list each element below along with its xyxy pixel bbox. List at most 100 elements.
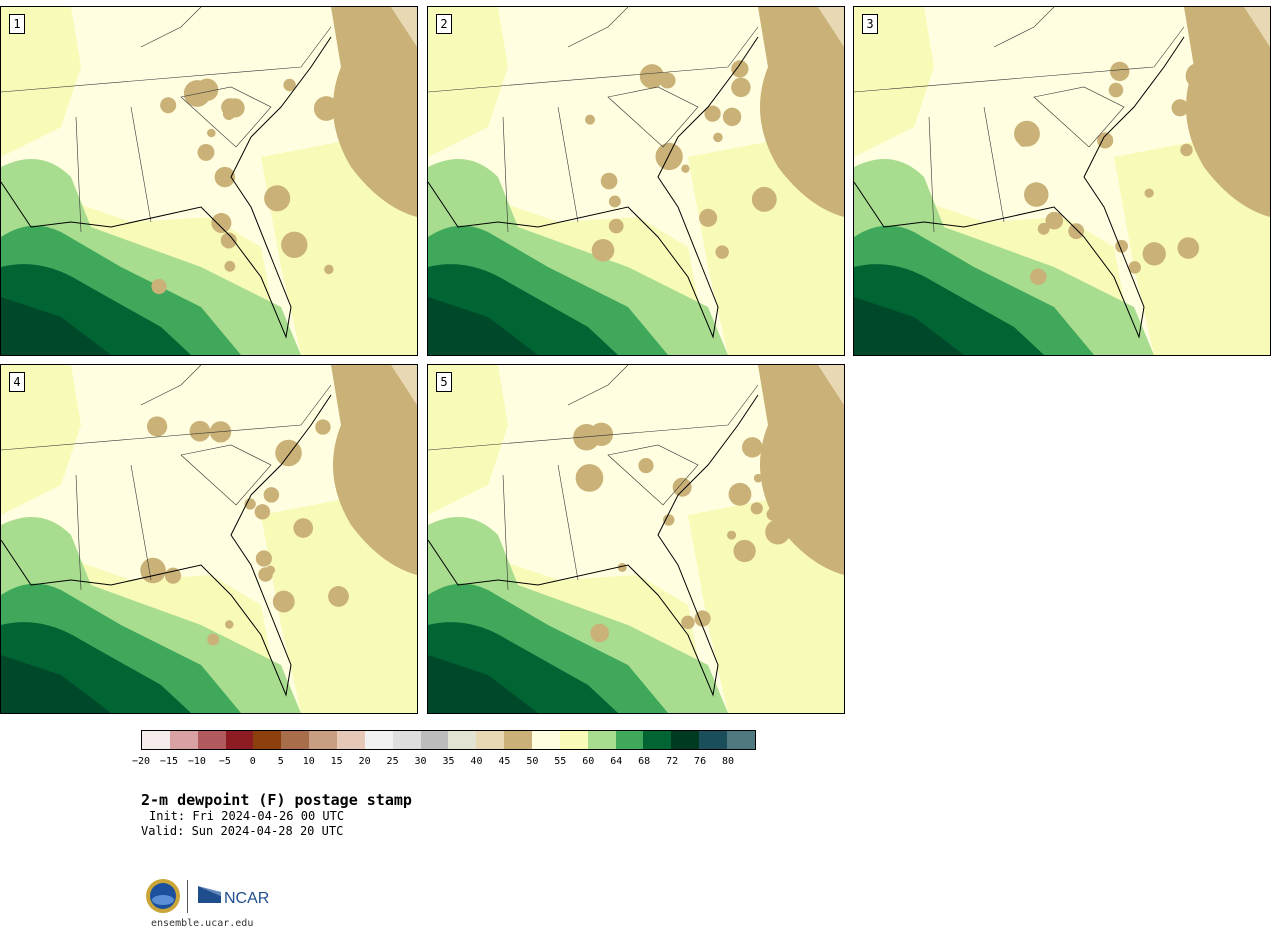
dry-patch xyxy=(255,550,272,567)
dry-patch xyxy=(283,78,296,92)
atlantic-dry-region xyxy=(1184,7,1270,217)
dry-patch xyxy=(281,231,308,259)
colorbar-tick-label: 0 xyxy=(249,756,256,767)
colorbar-segment xyxy=(671,731,700,749)
colorbar xyxy=(141,730,756,750)
colorbar-segment xyxy=(559,731,588,749)
dry-patch xyxy=(258,567,273,582)
dry-patch xyxy=(189,420,211,442)
gulf-deep-region xyxy=(428,297,538,355)
dry-patch xyxy=(1142,242,1166,266)
dry-patch xyxy=(1180,143,1193,157)
dry-patch xyxy=(608,218,624,234)
panel-number-1: 1 xyxy=(9,14,25,34)
gulf-deep-region xyxy=(1,297,111,355)
logo-divider xyxy=(187,880,188,913)
state-border xyxy=(1,384,332,451)
colorbar-segment xyxy=(253,731,282,749)
dry-patch xyxy=(750,502,763,515)
ncar-logo-icon: NCAR xyxy=(198,886,269,907)
state-border xyxy=(130,106,152,223)
dry-patch xyxy=(195,78,219,102)
dry-patch xyxy=(741,437,763,458)
dry-patch xyxy=(590,623,609,643)
dry-patch xyxy=(713,132,723,143)
colorbar-segment xyxy=(504,731,533,749)
dry-patch xyxy=(672,477,692,497)
dry-patch xyxy=(147,416,168,437)
panel-number-4: 4 xyxy=(9,372,25,392)
map-panel-1: 1 xyxy=(0,6,418,356)
colorbar-segment xyxy=(309,731,338,749)
dry-patch xyxy=(324,264,334,275)
dry-patch xyxy=(617,562,627,573)
dry-patch xyxy=(315,419,331,435)
dry-patch xyxy=(694,610,711,627)
map-panel-4: 4 xyxy=(0,364,418,714)
moist-region-west xyxy=(1,7,81,157)
colorbar-segment xyxy=(142,731,170,749)
dry-patch xyxy=(575,464,604,492)
colorbar-tick-label: 50 xyxy=(526,756,539,767)
dewpoint-map-1 xyxy=(1,7,417,355)
state-border xyxy=(993,7,1055,48)
valid-time: Valid: Sun 2024-04-28 20 UTC xyxy=(141,824,344,838)
dry-patch xyxy=(1045,211,1064,230)
colorbar-tick-label: 15 xyxy=(330,756,343,767)
dry-patch xyxy=(224,260,236,272)
state-border xyxy=(428,384,759,451)
dry-patch xyxy=(225,620,234,629)
state-border xyxy=(854,26,1185,93)
dewpoint-map-2 xyxy=(428,7,844,355)
moist-region-west xyxy=(854,7,934,157)
atlantic-very-dry-region xyxy=(391,7,417,47)
dry-patch xyxy=(244,498,256,510)
dry-patch xyxy=(272,590,295,613)
colorbar-tick-label: −20 xyxy=(131,756,151,767)
colorbar-segment xyxy=(587,731,616,749)
state-border xyxy=(140,7,202,48)
colorbar-tick-label: 5 xyxy=(277,756,284,767)
dry-patch xyxy=(1068,223,1085,240)
colorbar-segment xyxy=(197,731,226,749)
colorbar-tick-label: 76 xyxy=(694,756,707,767)
state-border xyxy=(180,86,272,148)
colorbar-segment xyxy=(169,731,198,749)
moist-region-west xyxy=(428,365,508,515)
dry-patch xyxy=(639,64,665,89)
dry-patch xyxy=(753,473,763,483)
state-border xyxy=(502,474,509,591)
colorbar-segment xyxy=(364,731,393,749)
dry-patch xyxy=(681,164,690,173)
state-border xyxy=(140,365,202,406)
dry-patch xyxy=(1128,261,1141,274)
colorbar-segment xyxy=(225,731,254,749)
colorbar-tick-label: 40 xyxy=(470,756,483,767)
dry-patch xyxy=(731,60,749,78)
colorbar-tick-label: 30 xyxy=(414,756,427,767)
state-border xyxy=(928,116,935,233)
gulf-deep-region xyxy=(428,655,538,713)
state-border xyxy=(557,106,579,223)
dry-patch xyxy=(207,633,220,646)
svg-text:NCAR: NCAR xyxy=(224,890,269,907)
dry-patch xyxy=(733,539,756,563)
colorbar-segment xyxy=(392,731,421,749)
atlantic-dry-region xyxy=(331,365,417,575)
colorbar-tick-label: −15 xyxy=(159,756,178,767)
state-border xyxy=(130,464,152,581)
dewpoint-map-5 xyxy=(428,365,844,713)
colorbar-segment xyxy=(643,731,672,749)
state-border xyxy=(983,106,1005,223)
dry-patch xyxy=(140,557,166,584)
dry-patch xyxy=(715,245,729,259)
map-panel-5: 5 xyxy=(427,364,845,714)
moist-region-west xyxy=(428,7,508,157)
gulf-deep-region xyxy=(854,297,964,355)
colorbar-segment xyxy=(727,731,755,749)
dry-patch xyxy=(151,278,167,295)
dry-patch xyxy=(328,586,349,607)
dry-patch xyxy=(1108,82,1124,98)
dry-patch xyxy=(1018,136,1029,147)
colorbar-segment xyxy=(476,731,505,749)
